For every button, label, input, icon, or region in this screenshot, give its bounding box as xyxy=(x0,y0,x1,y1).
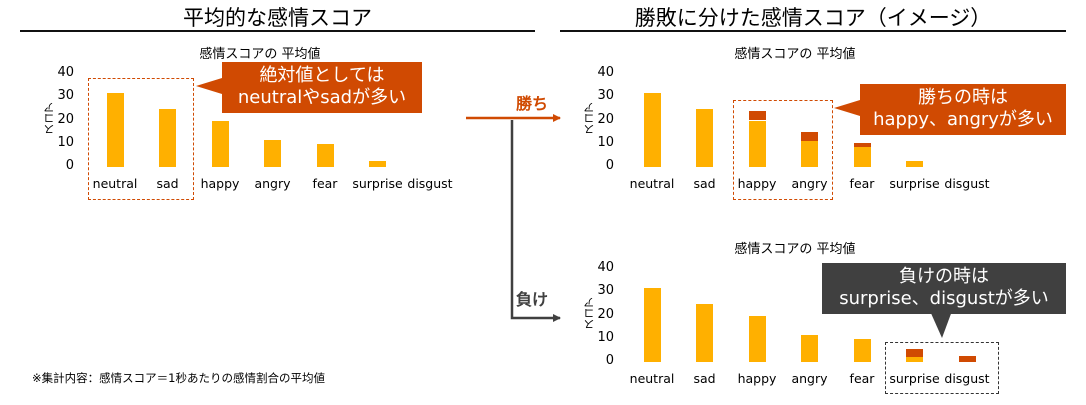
bar-angry-s0 xyxy=(801,335,818,362)
bar-fear-s1 xyxy=(853,142,871,148)
callout-left-line-1: 絶対値としては xyxy=(259,65,385,86)
bar-fear-s0 xyxy=(853,338,871,362)
bar-angry-s0 xyxy=(264,140,281,167)
bar-surprise-s0 xyxy=(369,161,386,167)
x-tick-label-disgust: disgust xyxy=(944,371,990,386)
lose-branch-label: 負け xyxy=(516,290,549,309)
x-tick-label-neutral: neutral xyxy=(629,176,675,191)
callout-left: 絶対値としては neutralやsadが多い xyxy=(222,62,422,113)
x-tick-label-angry: angry xyxy=(254,176,291,191)
bar-sad-s0 xyxy=(696,108,713,167)
x-tick-label-neutral: neutral xyxy=(629,371,675,386)
callout-left-line-2: neutralやsadが多い xyxy=(237,87,407,108)
x-tick-label-surprise: surprise xyxy=(889,371,940,386)
callout-lose-line-2: surprise、disgustが多い xyxy=(839,288,1049,309)
left-section-title: 平均的な感情スコア xyxy=(183,6,372,30)
y-tick-label: 40 xyxy=(597,260,614,275)
x-tick-label-angry: angry xyxy=(791,371,828,386)
lose-arrow xyxy=(510,120,561,322)
right-title-rule xyxy=(560,30,1066,32)
x-tick-label-fear: fear xyxy=(849,176,875,191)
y-tick-label: 10 xyxy=(597,329,614,345)
bar-neutral-s0 xyxy=(106,92,124,167)
y-tick-label: 10 xyxy=(597,134,614,150)
bar-fear-s0 xyxy=(316,143,334,167)
chart-title: 感情スコアの 平均値 xyxy=(734,47,856,62)
x-tick-label-angry: angry xyxy=(791,176,828,191)
y-tick-label: 20 xyxy=(597,306,614,322)
y-tick-label: 0 xyxy=(65,158,74,173)
highlight-box-happy-angry xyxy=(733,100,833,200)
bar-neutral-s0 xyxy=(643,92,661,167)
x-tick-label-sad: sad xyxy=(693,176,716,191)
bar-surprise-s0 xyxy=(906,357,923,362)
y-tick-label: 0 xyxy=(605,353,614,368)
highlight-box-surprise-disgust xyxy=(885,342,999,394)
chart-title: 感情スコアの 平均値 xyxy=(199,47,321,62)
x-tick-label-surprise: surprise xyxy=(889,176,940,191)
bar-happy-s0 xyxy=(211,120,229,167)
callout-lose-pointer xyxy=(930,311,952,338)
x-tick-label-surprise: surprise xyxy=(352,176,403,191)
x-tick-label-happy: happy xyxy=(200,176,240,191)
y-tick-label: 30 xyxy=(597,283,614,299)
callout-left-pointer xyxy=(196,78,222,94)
x-tick-label-disgust: disgust xyxy=(407,176,453,191)
y-tick-label: 20 xyxy=(597,111,614,127)
bar-fear-s0 xyxy=(853,147,871,167)
x-tick-label-neutral: neutral xyxy=(92,176,138,191)
y-tick-label: 10 xyxy=(57,134,74,150)
chart-title: 感情スコアの 平均値 xyxy=(734,242,856,257)
bar-angry-s0 xyxy=(801,141,818,167)
win-branch-label: 勝ち xyxy=(516,94,549,113)
y-tick-label: 20 xyxy=(57,111,74,127)
bar-happy-s0 xyxy=(748,120,766,167)
x-tick-label-sad: sad xyxy=(693,371,716,386)
highlight-box-neutral-sad xyxy=(88,78,194,200)
bar-neutral-s0 xyxy=(643,287,661,362)
x-tick-label-sad: sad xyxy=(156,176,179,191)
y-tick-label: 30 xyxy=(597,88,614,104)
bar-happy-s1 xyxy=(748,111,766,121)
callout-lose-line-1: 負けの時は xyxy=(899,266,989,287)
right-section-title: 勝敗に分けた感情スコア（イメージ） xyxy=(634,6,992,30)
x-tick-label-disgust: disgust xyxy=(944,176,990,191)
bar-disgust-s1 xyxy=(958,356,976,362)
bar-happy-s0 xyxy=(748,315,766,362)
callout-win: 勝ちの時は happy、angryが多い xyxy=(860,84,1066,135)
y-tick-label: 40 xyxy=(597,65,614,80)
bar-sad-s0 xyxy=(159,108,176,167)
callout-win-line-2: happy、angryが多い xyxy=(873,109,1053,130)
y-tick-label: 40 xyxy=(57,65,74,80)
bar-sad-s0 xyxy=(696,303,713,362)
bar-surprise-s1 xyxy=(906,349,923,358)
callout-win-pointer xyxy=(834,100,860,116)
bar-surprise-s0 xyxy=(906,161,923,167)
bar-angry-s1 xyxy=(801,132,818,142)
y-tick-label: 0 xyxy=(605,158,614,173)
x-tick-label-happy: happy xyxy=(737,371,777,386)
callout-lose: 負けの時は surprise、disgustが多い xyxy=(822,263,1066,314)
x-tick-label-happy: happy xyxy=(737,176,777,191)
left-title-rule xyxy=(20,30,535,32)
footnote: ※集計内容：感情スコア＝1秒あたりの感情割合の平均値 xyxy=(32,371,325,385)
x-tick-label-fear: fear xyxy=(849,371,875,386)
y-tick-label: 30 xyxy=(57,88,74,104)
callout-win-line-1: 勝ちの時は xyxy=(918,87,1008,108)
x-tick-label-fear: fear xyxy=(312,176,338,191)
